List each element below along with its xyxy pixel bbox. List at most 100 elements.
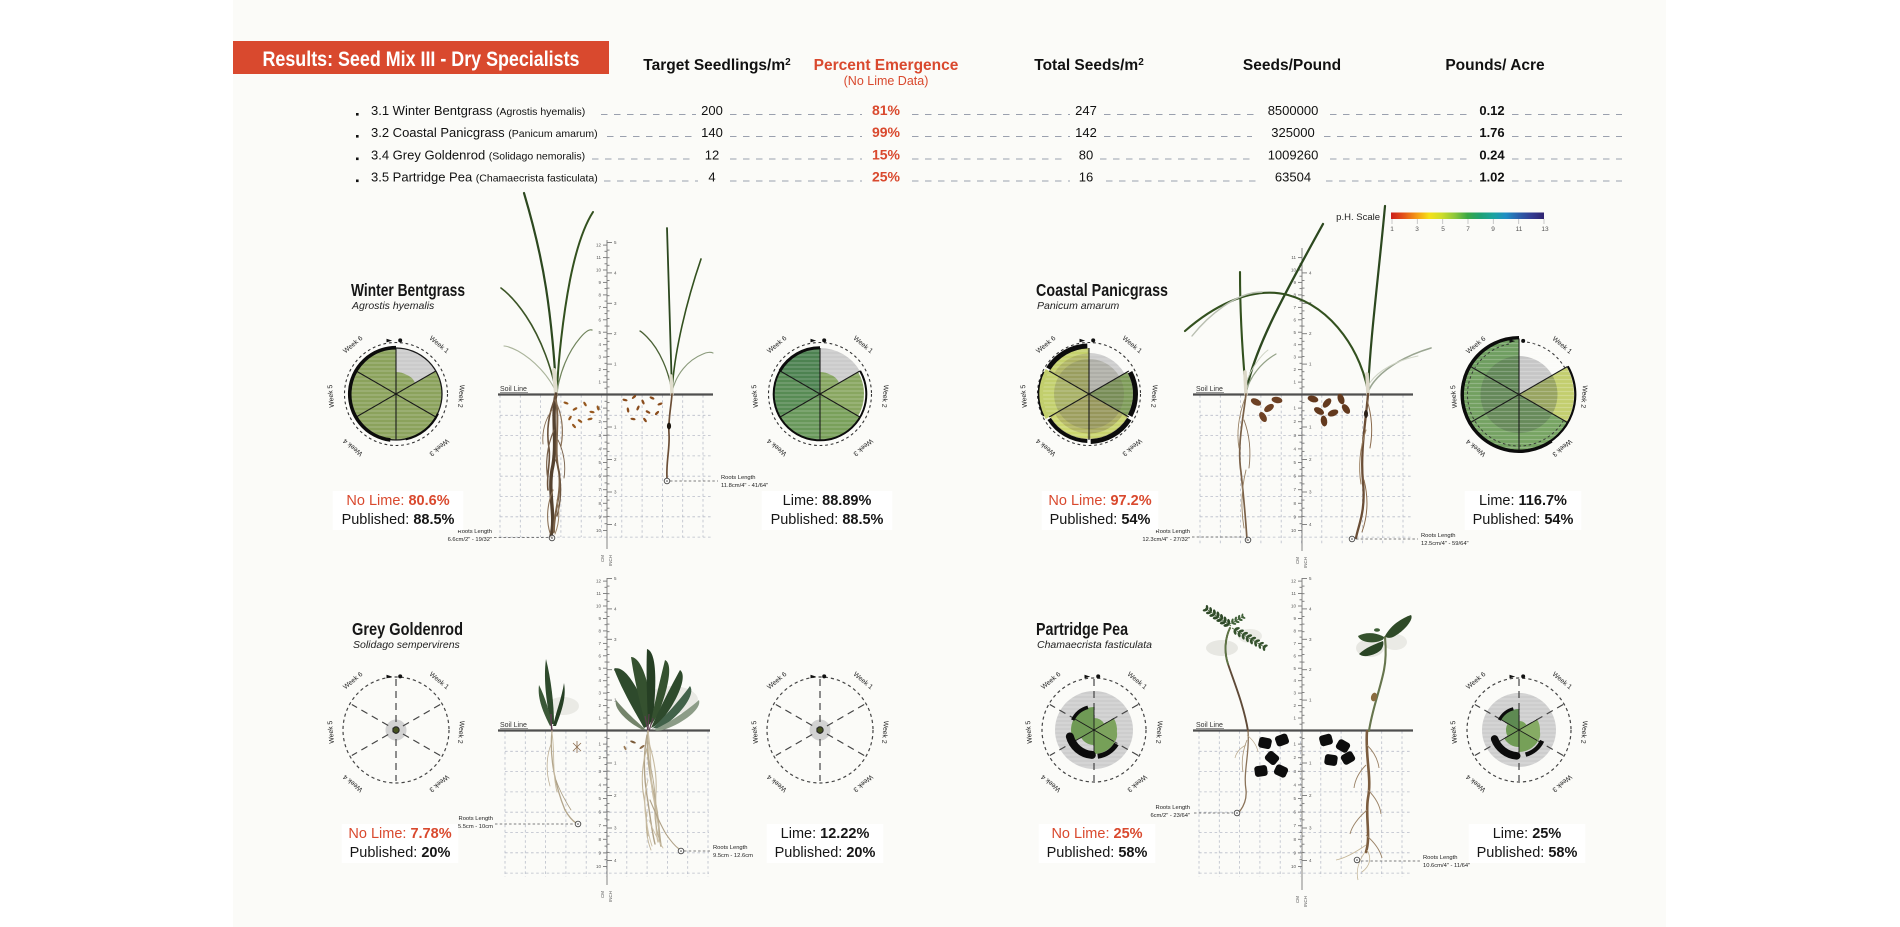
svg-text:Roots Length: Roots Length — [1156, 529, 1190, 535]
svg-text:5: 5 — [1293, 330, 1296, 335]
svg-text:0.24: 0.24 — [1479, 148, 1505, 163]
svg-text:1: 1 — [1390, 226, 1394, 233]
svg-text:Coastal Panicgrass: Coastal Panicgrass — [1036, 280, 1168, 300]
svg-text:5: 5 — [614, 576, 617, 581]
svg-text:Published: 20%: Published: 20% — [350, 845, 451, 861]
svg-text:3: 3 — [598, 355, 601, 360]
svg-text:No Lime: 7.78%: No Lime: 7.78% — [348, 826, 451, 842]
svg-text:6cm/2" - 23/64": 6cm/2" - 23/64" — [1150, 813, 1190, 819]
svg-text:No Lime: 80.6%: No Lime: 80.6% — [346, 493, 449, 509]
svg-text:Soil Line: Soil Line — [500, 722, 527, 729]
svg-text:4: 4 — [1309, 270, 1312, 275]
svg-text:Published: 58%: Published: 58% — [1477, 845, 1578, 861]
svg-text:Published: 54%: Published: 54% — [1050, 512, 1151, 528]
svg-text:3: 3 — [1293, 691, 1296, 696]
svg-text:6: 6 — [598, 317, 601, 322]
svg-text:11: 11 — [596, 591, 601, 596]
svg-text:0.12: 0.12 — [1479, 103, 1504, 118]
svg-text:15%: 15% — [872, 147, 901, 163]
svg-text:142: 142 — [1075, 125, 1097, 140]
svg-text:6: 6 — [598, 653, 601, 658]
svg-text:8: 8 — [598, 292, 601, 297]
svg-text:Published: 20%: Published: 20% — [775, 845, 876, 861]
svg-text:8: 8 — [598, 628, 601, 633]
svg-text:12: 12 — [596, 579, 602, 584]
svg-text:Published: 58%: Published: 58% — [1047, 845, 1148, 861]
svg-text:4: 4 — [1293, 678, 1296, 683]
svg-text:1: 1 — [1293, 716, 1296, 721]
svg-text:5: 5 — [1293, 796, 1296, 801]
svg-text:Grey Goldenrod: Grey Goldenrod — [352, 619, 463, 639]
svg-text:Roots Length: Roots Length — [459, 816, 493, 822]
svg-text:Published: 88.5%: Published: 88.5% — [342, 512, 455, 528]
svg-text:5: 5 — [1309, 576, 1312, 581]
svg-text:5: 5 — [614, 240, 617, 245]
svg-text:12: 12 — [705, 148, 719, 163]
svg-text:5.5cm - 10cm: 5.5cm - 10cm — [458, 824, 493, 830]
svg-text:INCH: INCH — [1303, 896, 1308, 907]
svg-text:5: 5 — [1293, 460, 1296, 465]
svg-text:5: 5 — [598, 666, 601, 671]
svg-text:Results: Seed Mix III - Dry Sp: Results: Seed Mix III - Dry Specialists — [263, 48, 580, 71]
svg-text:4: 4 — [1293, 782, 1296, 787]
svg-text:9: 9 — [1293, 850, 1296, 855]
svg-text:Soil Line: Soil Line — [1196, 386, 1223, 393]
svg-text:p.H. Scale: p.H. Scale — [1336, 212, 1380, 223]
svg-text:2: 2 — [1309, 667, 1312, 672]
svg-text:2: 2 — [598, 367, 601, 372]
svg-text:CM: CM — [600, 891, 605, 898]
svg-text:5: 5 — [598, 460, 601, 465]
svg-text:1.76: 1.76 — [1479, 125, 1504, 140]
svg-text:Total Seeds/m2: Total Seeds/m2 — [1034, 57, 1144, 74]
svg-text:3: 3 — [1293, 769, 1296, 774]
svg-text:4: 4 — [1309, 606, 1312, 611]
svg-text:7: 7 — [1293, 823, 1296, 828]
svg-text:2: 2 — [598, 755, 601, 760]
svg-text:Winter Bentgrass: Winter Bentgrass — [351, 280, 465, 300]
svg-text:6.6cm/2" - 19/32": 6.6cm/2" - 19/32" — [448, 537, 492, 543]
svg-text:2: 2 — [1293, 755, 1296, 760]
svg-text:6: 6 — [1293, 474, 1296, 479]
svg-text:3.1 Winter Bentgrass (Agrostis: 3.1 Winter Bentgrass (Agrostis hyemalis) — [371, 103, 585, 118]
svg-text:81%: 81% — [872, 102, 901, 118]
svg-text:11: 11 — [1291, 591, 1296, 596]
svg-text:3: 3 — [598, 433, 601, 438]
svg-text:10: 10 — [596, 528, 602, 533]
svg-text:6: 6 — [1293, 653, 1296, 658]
svg-text:Partridge Pea: Partridge Pea — [1036, 619, 1128, 639]
svg-text:2: 2 — [1309, 331, 1312, 336]
svg-text:140: 140 — [701, 125, 723, 140]
svg-text:5: 5 — [598, 796, 601, 801]
svg-text:9: 9 — [1491, 226, 1495, 233]
svg-text:2: 2 — [614, 457, 617, 462]
svg-text:8: 8 — [1293, 837, 1296, 842]
svg-text:2: 2 — [614, 793, 617, 798]
svg-text:63504: 63504 — [1275, 170, 1311, 185]
svg-text:7: 7 — [1293, 305, 1296, 310]
svg-text:6: 6 — [598, 474, 601, 479]
svg-text:Solidago sempervirens: Solidago sempervirens — [353, 639, 461, 651]
svg-text:12: 12 — [1291, 579, 1297, 584]
svg-text:INCH: INCH — [608, 555, 613, 566]
svg-text:3: 3 — [1415, 226, 1419, 233]
svg-text:1: 1 — [598, 406, 601, 411]
svg-text:1: 1 — [1309, 761, 1312, 766]
svg-text:1: 1 — [614, 761, 617, 766]
svg-text:Soil Line: Soil Line — [500, 386, 527, 393]
svg-text:4: 4 — [614, 522, 617, 527]
svg-text:1: 1 — [1309, 425, 1312, 430]
svg-text:10: 10 — [1291, 864, 1297, 869]
svg-text:Lime: 25%: Lime: 25% — [1493, 826, 1562, 842]
svg-text:8: 8 — [598, 501, 601, 506]
svg-text:7: 7 — [1293, 487, 1296, 492]
svg-text:Target Seedlings/m2: Target Seedlings/m2 — [643, 57, 791, 74]
svg-text:3: 3 — [1309, 826, 1312, 831]
svg-text:Roots Length: Roots Length — [458, 529, 492, 535]
svg-text:7: 7 — [1466, 226, 1470, 233]
svg-text:1: 1 — [598, 380, 601, 385]
svg-text:Roots Length: Roots Length — [721, 475, 755, 481]
svg-text:4: 4 — [1293, 342, 1296, 347]
svg-text:9: 9 — [1293, 280, 1296, 285]
svg-text:10: 10 — [1291, 604, 1297, 609]
svg-text:1: 1 — [598, 716, 601, 721]
